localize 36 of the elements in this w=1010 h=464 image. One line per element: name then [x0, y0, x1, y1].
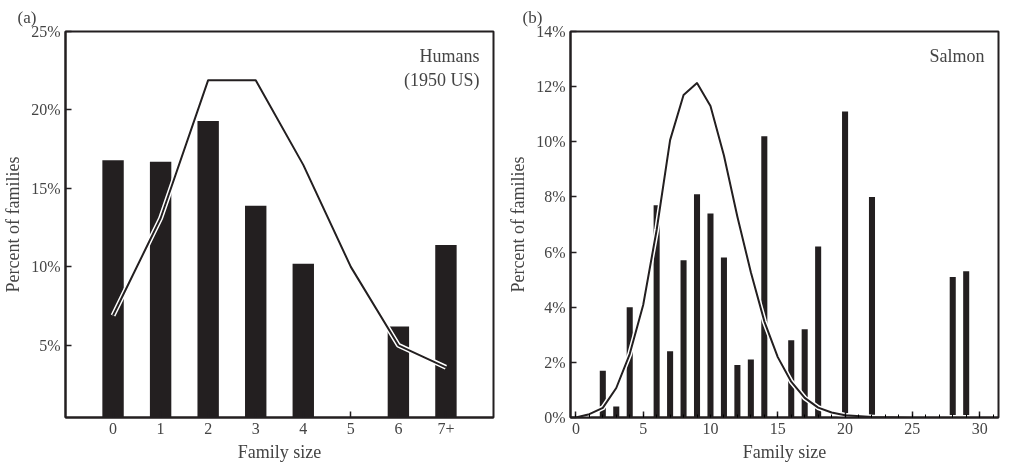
- x-tick-label: 0: [109, 419, 118, 437]
- y-axis-title: Percent of families: [508, 156, 529, 293]
- y-tick-label: 5%: [39, 336, 61, 354]
- x-tick-label: 0: [571, 419, 580, 437]
- y-tick-label: 4%: [544, 298, 566, 316]
- x-tick-label: 6: [394, 419, 403, 437]
- x-tick-label: 3: [251, 419, 260, 437]
- bar: [963, 271, 970, 418]
- y-tick-label: 15%: [31, 179, 61, 197]
- x-tick-label: 10: [702, 419, 719, 437]
- x-tick-label: 1: [156, 419, 165, 437]
- chart-title: (b): [522, 7, 543, 27]
- x-tick-label: 7+: [437, 419, 455, 437]
- x-tick-label: 20: [837, 419, 854, 437]
- y-tick-label: 20%: [31, 101, 61, 119]
- x-tick-label: 5: [639, 419, 648, 437]
- y-tick-label: 8%: [544, 188, 566, 206]
- y-tick-label: 10%: [536, 133, 566, 151]
- x-tick-label: 4: [299, 419, 308, 437]
- x-tick-label: 25: [904, 419, 921, 437]
- x-tick-label: 5: [346, 419, 355, 437]
- x-axis-title: Family size: [742, 441, 827, 462]
- chart-title: (a): [17, 7, 37, 27]
- annotation: Salmon: [929, 45, 985, 66]
- annotation: Humans (1950 US): [404, 45, 480, 91]
- y-tick-label: 6%: [544, 243, 566, 261]
- bar: [949, 276, 956, 418]
- x-axis-title: Family size: [237, 441, 322, 462]
- y-tick-label: 0%: [544, 409, 566, 426]
- y-tick-label: 2%: [544, 353, 566, 371]
- x-tick-label: 15: [769, 419, 786, 437]
- y-tick-label: 10%: [31, 258, 61, 276]
- x-tick-label: 30: [971, 419, 988, 437]
- x-tick-label: 2: [204, 419, 213, 437]
- y-axis-title: Percent of families: [3, 156, 24, 293]
- y-tick-label: 12%: [536, 78, 566, 96]
